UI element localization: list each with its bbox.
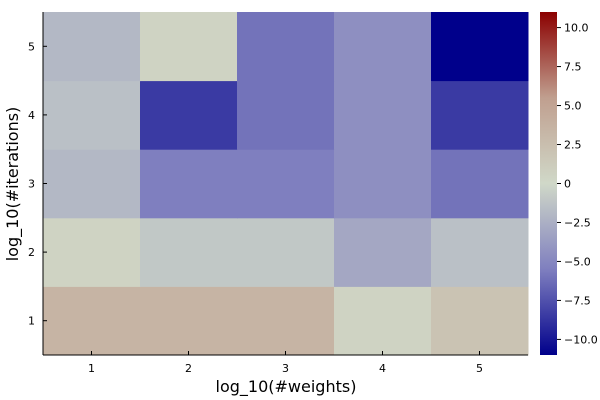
heatmap-cell xyxy=(431,80,529,150)
heatmap-cell xyxy=(140,12,238,82)
heatmap-cell xyxy=(431,12,529,82)
colorbar-tick-label: 10.0 xyxy=(564,22,589,35)
heatmap-cell xyxy=(334,149,432,219)
y-tick-label: 2 xyxy=(28,246,35,259)
heatmap-cell xyxy=(237,149,335,219)
colorbar xyxy=(540,12,557,355)
heatmap-cell xyxy=(334,12,432,82)
heatmap-cell xyxy=(43,149,141,219)
y-tick-label: 1 xyxy=(28,315,35,328)
heatmap-cell xyxy=(334,286,432,356)
y-tick-label: 5 xyxy=(28,40,35,53)
heatmap-cell xyxy=(334,80,432,150)
heatmap-cell xyxy=(237,217,335,287)
heatmap-cell xyxy=(140,149,238,219)
colorbar-ticks: −10.0 −7.5 −5.0 −2.5 0 2.5 5.0 7.5 10.0 xyxy=(557,22,598,346)
x-tick-label: 2 xyxy=(185,362,192,375)
heatmap-cell xyxy=(334,217,432,287)
heatmap-cell xyxy=(431,149,529,219)
colorbar-tick-label: −10.0 xyxy=(564,333,598,346)
heatmap-cell xyxy=(140,80,238,150)
heatmap-cell xyxy=(237,80,335,150)
x-tick-label: 5 xyxy=(476,362,483,375)
colorbar-tick-label: 5.0 xyxy=(564,100,582,113)
colorbar-tick-label: 0 xyxy=(564,178,571,191)
heatmap-cell xyxy=(237,12,335,82)
heatmap-cell xyxy=(43,286,141,356)
heatmap-cell xyxy=(237,286,335,356)
heatmap-cell xyxy=(43,80,141,150)
x-axis-label: log_10(#weights) xyxy=(216,377,357,397)
heatmap-cell xyxy=(140,286,238,356)
x-tick-label: 3 xyxy=(282,362,289,375)
y-axis-label: log_10(#iterations) xyxy=(3,107,23,262)
y-tick-label: 3 xyxy=(28,178,35,191)
colorbar-tick-label: −7.5 xyxy=(564,294,591,307)
x-tick-label: 1 xyxy=(88,362,95,375)
heatmap-cell xyxy=(431,286,529,356)
y-axis-ticks: 1 2 3 4 5 xyxy=(28,40,47,328)
colorbar-tick-label: 7.5 xyxy=(564,61,582,74)
heatmap-cell xyxy=(43,217,141,287)
colorbar-tick-label: −2.5 xyxy=(564,216,591,229)
x-axis-ticks: 1 2 3 4 5 xyxy=(88,351,483,375)
colorbar-tick-label: −5.0 xyxy=(564,255,591,268)
heatmap-cell xyxy=(140,217,238,287)
heatmap-cell xyxy=(43,12,141,82)
x-tick-label: 4 xyxy=(379,362,386,375)
colorbar-tick-label: 2.5 xyxy=(564,139,582,152)
y-tick-label: 4 xyxy=(28,109,35,122)
heatmap-cell xyxy=(431,217,529,287)
heatmap-cells xyxy=(43,12,529,356)
